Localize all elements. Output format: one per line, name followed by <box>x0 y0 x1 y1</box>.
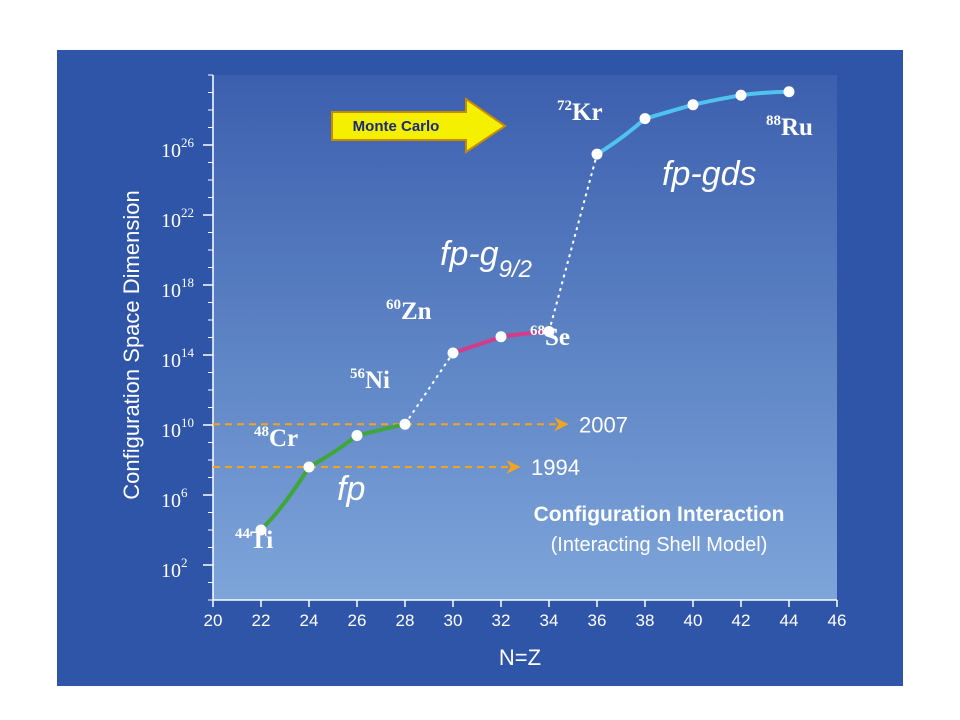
x-tick-label: 26 <box>348 611 367 630</box>
y-tick-label: 106 <box>161 485 188 512</box>
x-tick-label: 28 <box>396 611 415 630</box>
y-axis-title: Configuration Space Dimension <box>119 190 144 499</box>
y-tick-label: 1022 <box>161 205 194 232</box>
y-ticks: 102 106 1010 1014 1018 1022 1026 <box>161 135 213 582</box>
y-tick-label: 1010 <box>161 415 194 442</box>
milestones: 2007 1994 <box>213 412 628 480</box>
y-tick-label: 1014 <box>161 345 195 372</box>
nucleus-label-zn: 60Zn <box>386 297 432 325</box>
x-tick-label: 30 <box>444 611 463 630</box>
data-point <box>447 347 459 359</box>
nucleus-label-se: 68Se <box>530 323 570 351</box>
x-tick-label: 40 <box>684 611 703 630</box>
region-label-fp-g92: fp-g9/2 <box>440 235 532 283</box>
data-point <box>351 430 363 442</box>
monte-carlo-arrow <box>331 97 507 154</box>
svg-text:56Ni: 56Ni <box>350 366 390 394</box>
data-point <box>303 461 315 473</box>
x-tick-label: 46 <box>828 611 847 630</box>
data-point <box>783 86 795 98</box>
nucleus-label-ni: 56Ni <box>350 366 390 394</box>
y-tick-label: 102 <box>161 555 188 582</box>
data-point <box>639 113 651 125</box>
nucleus-label-ru: 88Ru <box>766 113 813 141</box>
ci-subtitle: (Interacting Shell Model) <box>551 534 768 556</box>
data-point <box>591 148 603 160</box>
plot-area <box>213 75 837 600</box>
data-point <box>687 99 699 111</box>
data-point <box>543 326 555 338</box>
data-point <box>399 418 411 430</box>
x-tick-label: 22 <box>252 611 271 630</box>
x-tick-label: 44 <box>780 611 799 630</box>
svg-text:72Kr: 72Kr <box>557 98 603 126</box>
data-point <box>735 89 747 101</box>
x-ticks: 20 22 24 26 28 30 32 34 36 38 40 42 44 46 <box>204 600 847 630</box>
connectors <box>404 153 598 425</box>
ci-title: Configuration Interaction <box>534 503 785 526</box>
nucleus-label-kr: 72Kr <box>557 98 603 126</box>
connector-line <box>404 352 454 425</box>
milestone-label: 1994 <box>531 455 580 480</box>
x-tick-label: 42 <box>732 611 751 630</box>
monte-carlo-label: Monte Carlo <box>353 118 440 135</box>
nucleus-label-ti: 44Ti <box>235 526 273 554</box>
y-tick-label: 1018 <box>161 275 194 302</box>
svg-text:44Ti: 44Ti <box>235 526 273 554</box>
x-tick-label: 38 <box>636 611 655 630</box>
x-axis-title: N=Z <box>499 645 541 670</box>
x-tick-label: 34 <box>540 611 559 630</box>
x-tick-label: 20 <box>204 611 223 630</box>
y-tick-label: 1026 <box>161 135 195 162</box>
region-label-fp-gds: fp-gds <box>662 155 757 193</box>
x-tick-label: 24 <box>300 611 319 630</box>
nucleus-label-cr: 48Cr <box>254 424 298 452</box>
svg-text:60Zn: 60Zn <box>386 297 432 325</box>
series-line-fp <box>259 422 407 532</box>
x-tick-label: 32 <box>492 611 511 630</box>
svg-text:68Se: 68Se <box>530 323 570 351</box>
data-point <box>495 331 507 343</box>
svg-text:48Cr: 48Cr <box>254 424 298 452</box>
connector-line <box>548 153 598 332</box>
milestone-label: 2007 <box>579 412 628 437</box>
region-label-fp: fp <box>337 470 365 508</box>
x-tick-label: 36 <box>588 611 607 630</box>
svg-text:88Ru: 88Ru <box>766 113 813 141</box>
points <box>255 86 795 536</box>
data-point <box>255 524 267 536</box>
